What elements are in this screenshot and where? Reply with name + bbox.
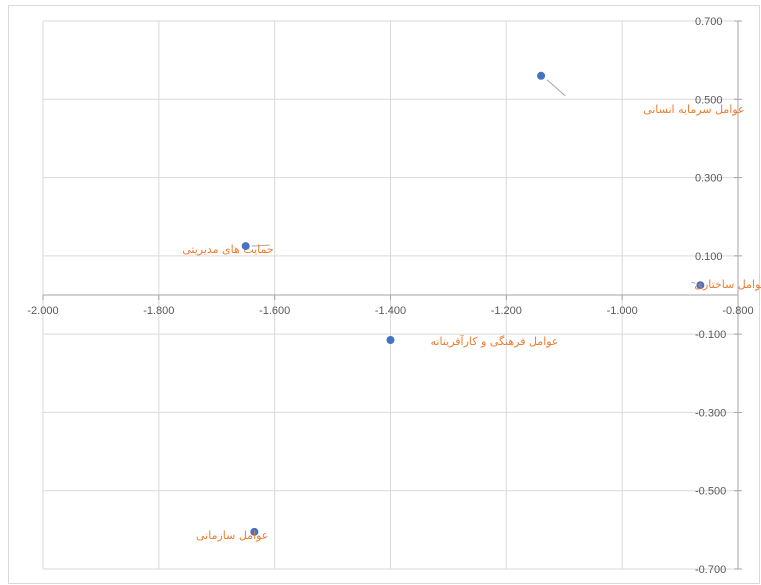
data-point bbox=[241, 242, 250, 251]
y-tick-label: 0.300 bbox=[695, 173, 723, 185]
label-leader-line bbox=[251, 244, 270, 247]
label-leader-line bbox=[546, 79, 566, 97]
data-point-label: عوامل فرهنگی و کارآفرینانه bbox=[431, 334, 559, 348]
data-point-label: عوامل ساختاری bbox=[694, 278, 761, 291]
y-tick-label: 0.700 bbox=[695, 16, 723, 28]
x-tick-label: -1.800 bbox=[143, 305, 174, 317]
y-tick-label: -0.700 bbox=[695, 564, 726, 576]
x-tick-label: -1.200 bbox=[491, 305, 522, 317]
y-tick-label: 0.500 bbox=[695, 94, 723, 106]
y-tick-label: -0.500 bbox=[695, 486, 726, 498]
data-point-label: عوامل سازمانی bbox=[196, 529, 268, 542]
x-tick-label: -1.400 bbox=[375, 305, 406, 317]
data-point bbox=[386, 336, 395, 345]
y-tick-label: 0.100 bbox=[695, 251, 723, 263]
x-tick-label: -1.000 bbox=[607, 305, 638, 317]
x-tick-label: -2.000 bbox=[27, 305, 58, 317]
data-point bbox=[537, 71, 546, 80]
x-tick-label: -1.600 bbox=[259, 305, 290, 317]
y-tick-label: -0.100 bbox=[695, 329, 726, 341]
data-point-label: حمایت های مدیریتی bbox=[182, 243, 273, 256]
data-point bbox=[250, 527, 259, 536]
data-point-label: عوامل سرمایه انسانی bbox=[643, 103, 745, 116]
data-point bbox=[696, 281, 705, 290]
label-leader-line bbox=[691, 281, 696, 284]
x-tick-label: -0.800 bbox=[722, 305, 753, 317]
y-tick-label: -0.300 bbox=[695, 407, 726, 419]
